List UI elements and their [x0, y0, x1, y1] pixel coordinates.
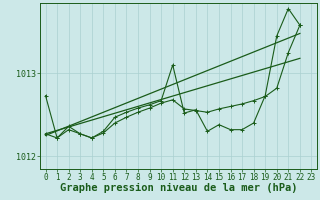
X-axis label: Graphe pression niveau de la mer (hPa): Graphe pression niveau de la mer (hPa) [60, 183, 297, 193]
